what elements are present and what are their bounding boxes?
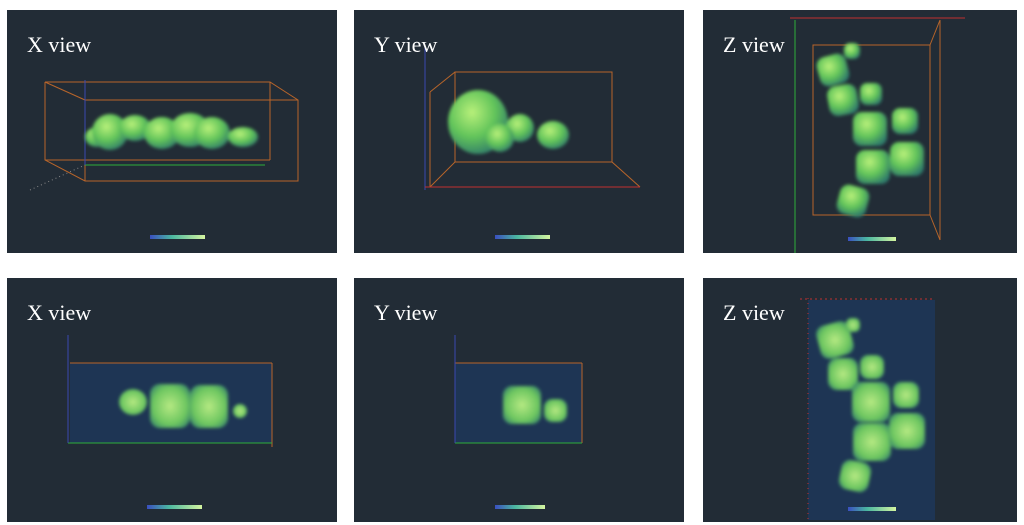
panel-label: Y view: [374, 300, 437, 325]
panel-label: X view: [27, 32, 91, 57]
panel: X view: [7, 278, 337, 522]
panel-label: Z view: [723, 32, 785, 57]
panel-label: X view: [27, 300, 91, 325]
panel: Y view: [354, 278, 684, 522]
panel: Z view: [703, 10, 1017, 253]
panel-label: Y view: [374, 32, 437, 57]
panel: Y view: [354, 10, 684, 253]
panel: Z view: [703, 278, 1017, 522]
panel: X view: [7, 10, 337, 253]
panel-label: Z view: [723, 300, 785, 325]
